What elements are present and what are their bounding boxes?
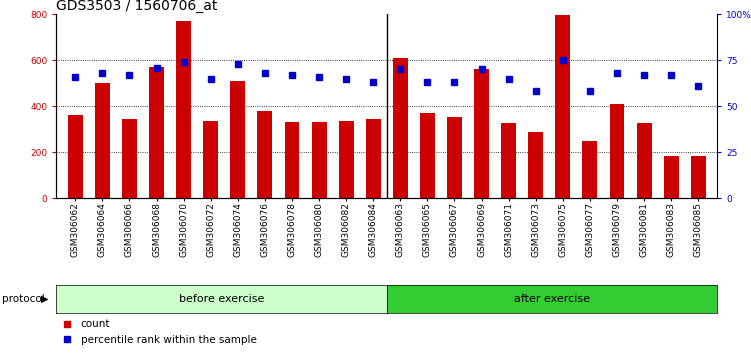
Text: after exercise: after exercise [514,294,590,304]
Bar [420,113,435,198]
Bar [176,21,191,198]
Bar [474,69,489,198]
Bar [258,111,273,198]
Bar [556,15,570,198]
Legend: count, percentile rank within the sample: count, percentile rank within the sample [58,315,261,349]
Bar [447,116,462,198]
Text: GDS3503 / 1560706_at: GDS3503 / 1560706_at [56,0,218,13]
Text: ▶: ▶ [41,294,48,304]
Bar [691,156,706,198]
Bar [95,83,110,198]
Bar [637,124,652,198]
Bar [68,115,83,198]
Bar [339,121,354,198]
Bar [231,81,246,198]
Bar [312,122,327,198]
Bar [122,119,137,198]
Bar [528,132,543,198]
Bar [285,122,300,198]
Bar [204,121,218,198]
Bar [366,119,381,198]
Bar [149,67,164,198]
Text: before exercise: before exercise [179,294,264,304]
Bar [583,141,597,198]
Bar [501,124,516,198]
Bar [610,104,624,198]
Bar [393,58,408,198]
Bar [664,156,679,198]
Text: protocol: protocol [2,294,44,304]
